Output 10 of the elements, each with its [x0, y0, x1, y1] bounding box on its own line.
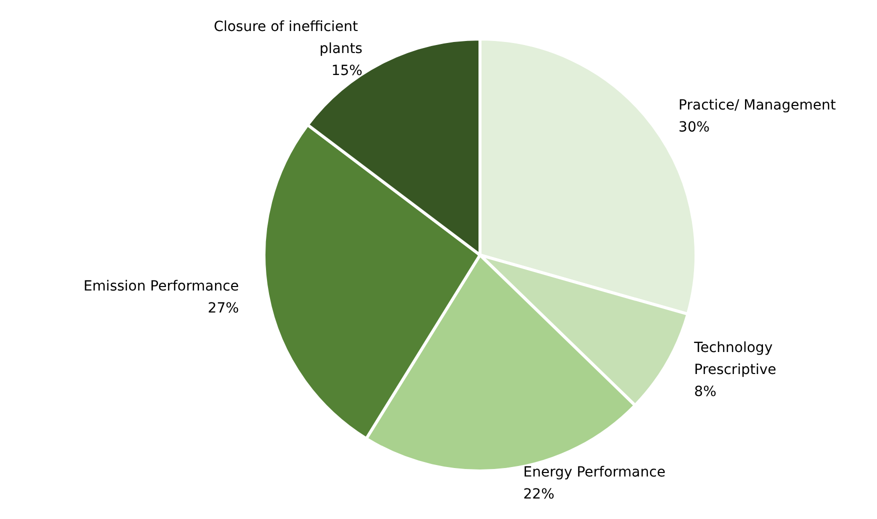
data-label: 15% [331, 63, 362, 80]
slice-label: Energy Performance [523, 464, 666, 480]
slice-label: Emission Performance [83, 278, 239, 294]
data-label: 27% [208, 300, 239, 316]
data-label: 8% [694, 384, 716, 400]
data-label: 30% [678, 119, 710, 136]
slice-label: Closure of inefficient plants [214, 19, 362, 58]
slice-label: Technology Prescriptive [693, 340, 778, 378]
slice-label: Practice/ Management [678, 97, 836, 114]
data-label: 22% [523, 486, 554, 502]
